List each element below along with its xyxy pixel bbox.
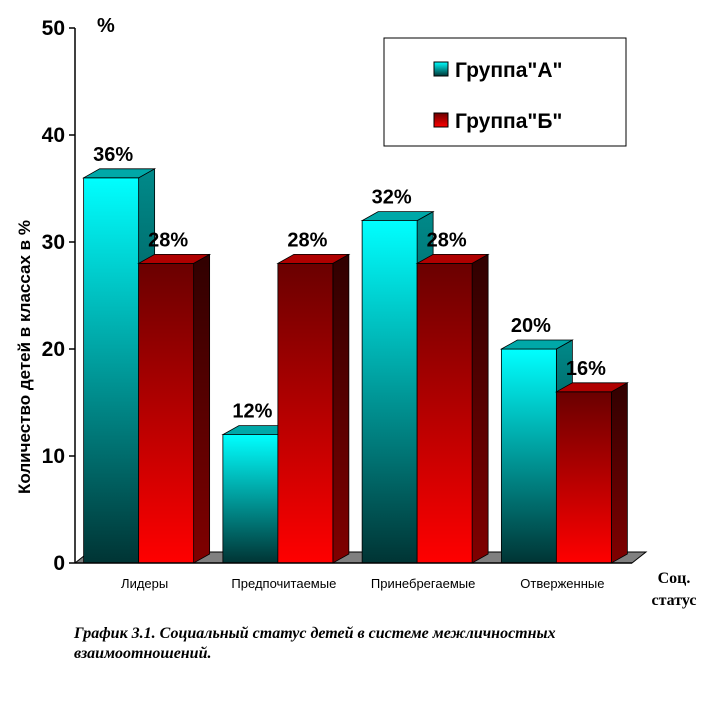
legend-swatch-b xyxy=(433,112,449,128)
legend-box xyxy=(383,37,627,147)
bar-front xyxy=(555,391,612,564)
bar-data-label: 16% xyxy=(566,358,606,380)
bar-side xyxy=(471,253,489,564)
figure-caption: График 3.1. Социальный статус детей в си… xyxy=(74,625,556,662)
bar-side xyxy=(332,253,350,564)
bar-top xyxy=(415,253,490,264)
bar-top xyxy=(82,168,157,179)
legend-label-a: Группа"А" xyxy=(455,59,562,82)
bar-data-label: 20% xyxy=(511,315,551,337)
bar-top xyxy=(360,211,435,222)
bar-front xyxy=(83,177,140,564)
legend: Группа"А" Группа"Б" xyxy=(383,37,627,147)
bar-data-label: 32% xyxy=(372,187,412,209)
legend-swatch-a xyxy=(433,61,449,77)
x-categories: Лидеры Предпочитаемые Принебрегаемые Отверж… xyxy=(121,576,604,591)
bar-data-label: 36% xyxy=(93,144,133,166)
bar-group-b xyxy=(276,253,351,564)
x-category-label: Принебрегаемые xyxy=(371,576,475,591)
bar-data-label: 12% xyxy=(232,401,272,423)
bar-front xyxy=(500,348,557,564)
x-category-label: Предпочитаемые xyxy=(231,576,336,591)
bar-top xyxy=(499,339,574,350)
bar-group-b xyxy=(554,382,629,564)
y-tick-label: 50 xyxy=(42,17,65,40)
bar-data-label: 28% xyxy=(427,229,467,251)
y-tick-label: 0 xyxy=(53,552,65,575)
bar-front xyxy=(222,434,279,564)
bar-top xyxy=(554,382,629,393)
y-ticks: 0 10 20 30 40 50 xyxy=(42,17,75,575)
x-category-label: Отверженные xyxy=(520,576,604,591)
bar-data-label: 28% xyxy=(287,229,327,251)
y-tick-label: 40 xyxy=(42,124,65,147)
bar-top xyxy=(137,253,212,264)
y-tick-label: 10 xyxy=(42,445,65,468)
bar-side xyxy=(193,253,211,564)
legend-label-b: Группа"Б" xyxy=(455,110,562,133)
y-axis-label: Количество детей в классах в % xyxy=(15,220,34,494)
bar-front xyxy=(416,262,473,564)
x-axis-label-line2: статус xyxy=(652,592,697,609)
bar-front xyxy=(138,262,195,564)
bar-front xyxy=(277,262,334,564)
bars: 36% 28% 12% 28% 32% 28% 20% 16% xyxy=(82,144,629,564)
bar-data-label: 28% xyxy=(148,229,188,251)
bar-top xyxy=(276,253,351,264)
bar-front xyxy=(361,220,418,564)
y-tick-label: 20 xyxy=(42,338,65,361)
bar-group-b xyxy=(137,253,212,564)
x-category-label: Лидеры xyxy=(121,576,168,591)
bar-side xyxy=(610,382,628,564)
bar-group-b xyxy=(415,253,490,564)
y-unit-label: % xyxy=(97,15,115,37)
y-tick-label: 30 xyxy=(42,231,65,254)
x-axis-label-line1: Соц. xyxy=(658,570,691,587)
